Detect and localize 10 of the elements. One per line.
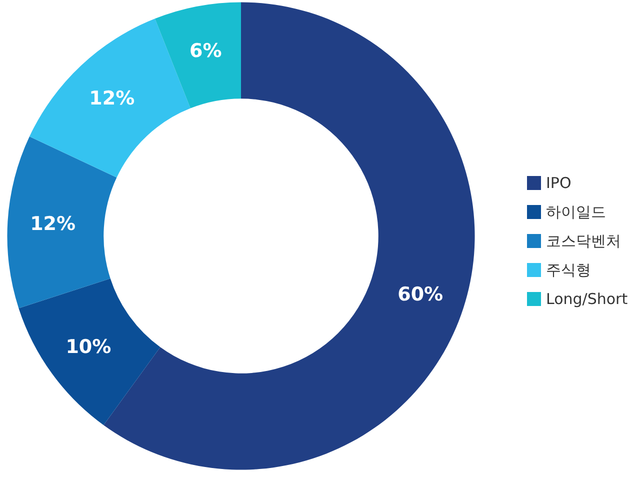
legend-label: 코스닥벤처 <box>546 232 621 250</box>
legend-label: Long/Short <box>546 290 628 308</box>
data-label: 60% <box>398 283 444 306</box>
data-label: 12% <box>89 88 135 110</box>
data-label: 10% <box>66 336 112 358</box>
legend-label: 주식형 <box>546 261 591 279</box>
legend-label: 하이일드 <box>546 203 606 221</box>
data-label: 6% <box>190 40 222 62</box>
legend-label: IPO <box>546 174 572 192</box>
data-label: 12% <box>30 213 76 236</box>
